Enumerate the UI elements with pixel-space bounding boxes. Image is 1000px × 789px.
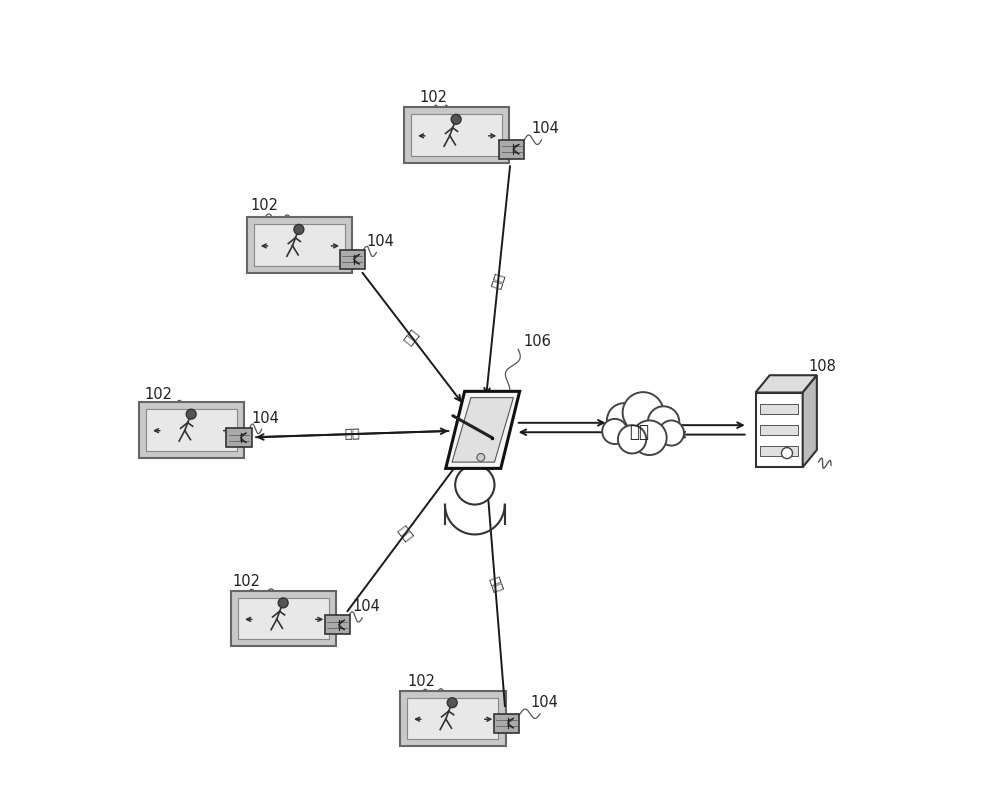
FancyBboxPatch shape bbox=[254, 224, 345, 266]
FancyBboxPatch shape bbox=[139, 402, 244, 458]
Text: 102: 102 bbox=[419, 90, 447, 105]
Text: 蓝牙: 蓝牙 bbox=[402, 327, 422, 348]
Circle shape bbox=[447, 697, 457, 708]
Text: 102: 102 bbox=[144, 387, 172, 402]
FancyBboxPatch shape bbox=[494, 714, 519, 732]
FancyBboxPatch shape bbox=[325, 615, 350, 634]
Text: 104: 104 bbox=[252, 410, 280, 425]
FancyBboxPatch shape bbox=[404, 107, 509, 163]
Circle shape bbox=[294, 224, 304, 234]
Circle shape bbox=[455, 466, 494, 505]
FancyBboxPatch shape bbox=[231, 591, 336, 646]
FancyBboxPatch shape bbox=[226, 428, 252, 447]
Circle shape bbox=[623, 392, 664, 433]
Text: 蓝牙: 蓝牙 bbox=[344, 428, 360, 441]
FancyBboxPatch shape bbox=[756, 393, 803, 467]
Polygon shape bbox=[803, 376, 817, 467]
Text: 104: 104 bbox=[532, 122, 560, 136]
FancyBboxPatch shape bbox=[340, 250, 365, 269]
FancyBboxPatch shape bbox=[247, 217, 352, 273]
FancyBboxPatch shape bbox=[238, 598, 329, 639]
FancyBboxPatch shape bbox=[146, 409, 237, 451]
Text: 104: 104 bbox=[352, 600, 380, 615]
Polygon shape bbox=[452, 398, 513, 462]
Text: 108: 108 bbox=[808, 360, 836, 375]
FancyBboxPatch shape bbox=[760, 404, 798, 413]
FancyBboxPatch shape bbox=[760, 425, 798, 435]
Text: 102: 102 bbox=[407, 674, 435, 689]
Polygon shape bbox=[756, 376, 817, 393]
Text: 106: 106 bbox=[524, 334, 552, 349]
Text: 104: 104 bbox=[367, 234, 394, 249]
Circle shape bbox=[477, 454, 485, 462]
Text: 网络: 网络 bbox=[629, 423, 649, 441]
Circle shape bbox=[602, 419, 627, 444]
Circle shape bbox=[648, 406, 679, 438]
Circle shape bbox=[781, 447, 792, 458]
FancyBboxPatch shape bbox=[411, 114, 502, 156]
Circle shape bbox=[451, 114, 461, 125]
Circle shape bbox=[607, 403, 642, 438]
FancyBboxPatch shape bbox=[760, 446, 798, 455]
Text: 102: 102 bbox=[250, 198, 278, 213]
Text: 蓝牙: 蓝牙 bbox=[486, 575, 504, 595]
Text: 蓝牙: 蓝牙 bbox=[489, 271, 507, 290]
Circle shape bbox=[186, 409, 196, 419]
FancyBboxPatch shape bbox=[499, 140, 524, 159]
Circle shape bbox=[278, 598, 288, 608]
Text: 102: 102 bbox=[233, 574, 261, 589]
Text: 蓝牙: 蓝牙 bbox=[395, 524, 415, 544]
Circle shape bbox=[632, 421, 667, 455]
Polygon shape bbox=[446, 391, 520, 469]
Text: 104: 104 bbox=[530, 695, 558, 710]
FancyBboxPatch shape bbox=[400, 690, 506, 746]
Circle shape bbox=[618, 425, 646, 454]
FancyBboxPatch shape bbox=[407, 697, 498, 739]
Circle shape bbox=[659, 421, 684, 446]
